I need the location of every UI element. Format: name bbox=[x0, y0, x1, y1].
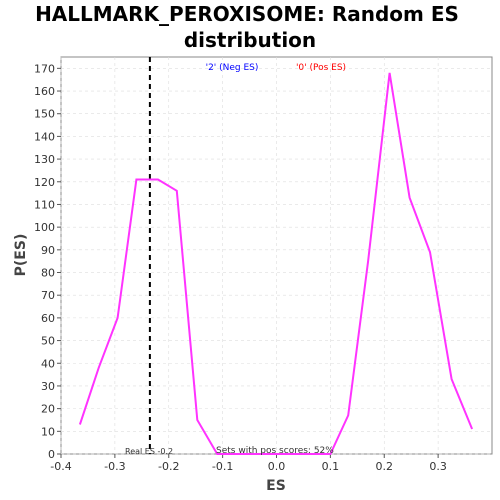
y-tick-label: 170 bbox=[34, 62, 55, 75]
x-tick-label: -0.2 bbox=[158, 460, 179, 473]
y-tick-label: 160 bbox=[34, 85, 55, 98]
x-tick-label: -0.1 bbox=[212, 460, 233, 473]
x-tick-label: 0.1 bbox=[322, 460, 340, 473]
grid bbox=[60, 57, 492, 455]
legend-neg-es: '2' (Neg ES) bbox=[206, 63, 259, 73]
y-tick-label: 50 bbox=[41, 335, 55, 348]
y-tick-label: 130 bbox=[34, 153, 55, 166]
y-tick-label: 40 bbox=[41, 357, 55, 370]
y-tick-label: 150 bbox=[34, 108, 55, 121]
y-tick-label: 120 bbox=[34, 176, 55, 189]
pos-scores-annotation: Sets with pos scores: 52% bbox=[216, 446, 334, 456]
y-tick-label: 30 bbox=[41, 380, 55, 393]
x-tick-label: -0.4 bbox=[50, 460, 71, 473]
chart-title-line-1: HALLMARK_PEROXISOME: Random ES bbox=[35, 2, 459, 26]
y-tick-label: 110 bbox=[34, 198, 55, 211]
real-es-label: Real ES -0.2 bbox=[125, 447, 173, 456]
x-tick-label: 0.0 bbox=[268, 460, 286, 473]
y-tick-label: 140 bbox=[34, 130, 55, 143]
x-tick-label: -0.3 bbox=[104, 460, 125, 473]
es-distribution-line bbox=[78, 72, 474, 455]
series-group bbox=[78, 72, 474, 455]
axes bbox=[57, 67, 439, 458]
x-axis-label: ES bbox=[266, 478, 286, 494]
y-tick-label: 0 bbox=[48, 448, 55, 461]
tick-labels: 0 10 20 30 40 50 60 70 80 90 100 110 120 130 140 150 160… bbox=[34, 62, 447, 473]
y-tick-label: 90 bbox=[41, 244, 55, 257]
y-axis-label: P(ES) bbox=[13, 234, 29, 277]
y-tick-label: 70 bbox=[41, 289, 55, 302]
y-tick-label: 100 bbox=[34, 221, 55, 234]
y-tick-label: 10 bbox=[41, 425, 55, 438]
chart-title-line-2: distribution bbox=[184, 28, 316, 52]
y-tick-label: 20 bbox=[41, 403, 55, 416]
x-tick-label: 0.3 bbox=[429, 460, 447, 473]
y-tick-label: 60 bbox=[41, 312, 55, 325]
legend-pos-es: '0' (Pos ES) bbox=[296, 63, 346, 73]
x-tick-label: 0.2 bbox=[376, 460, 394, 473]
y-tick-label: 80 bbox=[41, 267, 55, 280]
